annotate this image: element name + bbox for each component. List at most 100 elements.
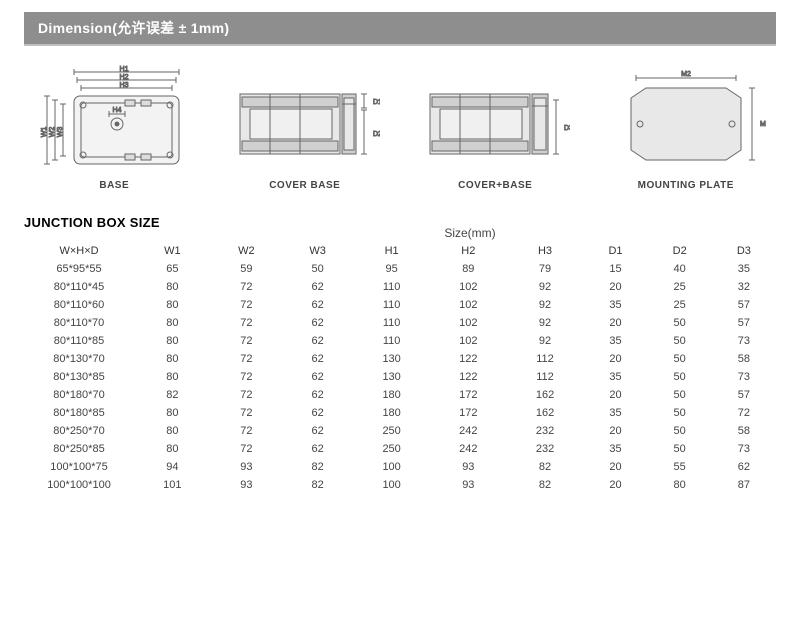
- table-cell: 62: [282, 368, 353, 386]
- table-cell: 62: [712, 458, 776, 476]
- diagram-cover-plus-base: D3 COVER+BASE: [405, 64, 586, 191]
- table-cell: 58: [712, 422, 776, 440]
- column-header: W1: [134, 242, 211, 260]
- table-cell: 25: [648, 278, 712, 296]
- diagrams-row: H1 H2 H3 W1 W2 W3: [0, 46, 800, 201]
- table-cell: 80: [134, 422, 211, 440]
- table-cell: 112: [507, 368, 584, 386]
- table-cell: 62: [282, 278, 353, 296]
- table-cell: 72: [211, 422, 282, 440]
- table-cell: 50: [648, 332, 712, 350]
- table-cell: 20: [583, 386, 647, 404]
- table-cell: 93: [430, 458, 507, 476]
- table-header-row: W×H×DW1W2W3H1H2H3D1D2D3: [24, 242, 776, 260]
- table-cell: 35: [583, 404, 647, 422]
- table-cell: 80*180*70: [24, 386, 134, 404]
- table-cell: 80: [134, 278, 211, 296]
- table-cell: 242: [430, 422, 507, 440]
- svg-text:D1: D1: [373, 99, 380, 106]
- table-cell: 110: [353, 278, 430, 296]
- table-cell: 100*100*100: [24, 476, 134, 494]
- table-row: 80*180*70827262180172162205057: [24, 386, 776, 404]
- table-cell: 250: [353, 422, 430, 440]
- junction-box-size-table: W×H×DW1W2W3H1H2H3D1D2D3 65*95*5565595095…: [24, 242, 776, 494]
- svg-text:H4: H4: [113, 107, 122, 114]
- mounting-plate-drawing: M2 M1: [606, 64, 766, 174]
- table-row: 80*180*85807262180172162355072: [24, 404, 776, 422]
- table-cell: 72: [211, 296, 282, 314]
- size-caption: Size(mm): [94, 226, 800, 240]
- table-cell: 50: [648, 440, 712, 458]
- table-cell: 112: [507, 350, 584, 368]
- table-row: 80*250*70807262250242232205058: [24, 422, 776, 440]
- table-cell: 62: [282, 422, 353, 440]
- table-cell: 180: [353, 404, 430, 422]
- svg-text:D2: D2: [373, 131, 380, 138]
- table-cell: 80*110*45: [24, 278, 134, 296]
- table-cell: 35: [583, 332, 647, 350]
- table-row: 80*250*85807262250242232355073: [24, 440, 776, 458]
- table-cell: 57: [712, 296, 776, 314]
- table-cell: 20: [583, 278, 647, 296]
- table-cell: 232: [507, 422, 584, 440]
- table-cell: 250: [353, 440, 430, 458]
- table-cell: 73: [712, 440, 776, 458]
- column-header: D1: [583, 242, 647, 260]
- table-cell: 65: [134, 260, 211, 278]
- table-cell: 110: [353, 296, 430, 314]
- diagram-label-cover-base: COVER BASE: [269, 180, 340, 191]
- table-row: 100*100*759493821009382205562: [24, 458, 776, 476]
- table-cell: 130: [353, 368, 430, 386]
- cover-plus-base-drawing: D3: [420, 64, 570, 174]
- table-cell: 35: [583, 368, 647, 386]
- table-cell: 80*250*70: [24, 422, 134, 440]
- table-cell: 93: [211, 476, 282, 494]
- table-cell: 92: [507, 296, 584, 314]
- diagram-cover-base: D1 D2 COVER BASE: [215, 64, 396, 191]
- table-cell: 80*110*70: [24, 314, 134, 332]
- table-cell: 62: [282, 296, 353, 314]
- cover-base-drawing: D1 D2: [230, 64, 380, 174]
- table-cell: 87: [712, 476, 776, 494]
- table-cell: 94: [134, 458, 211, 476]
- table-cell: 80*130*70: [24, 350, 134, 368]
- table-cell: 72: [211, 386, 282, 404]
- table-cell: 82: [282, 476, 353, 494]
- table-cell: 73: [712, 332, 776, 350]
- table-cell: 100: [353, 458, 430, 476]
- table-cell: 58: [712, 350, 776, 368]
- table-cell: 242: [430, 440, 507, 458]
- table-cell: 80*250*85: [24, 440, 134, 458]
- column-header: H1: [353, 242, 430, 260]
- table-cell: 20: [583, 314, 647, 332]
- svg-text:H2: H2: [120, 74, 129, 81]
- table-cell: 162: [507, 386, 584, 404]
- table-cell: 80: [648, 476, 712, 494]
- table-cell: 92: [507, 278, 584, 296]
- table-cell: 93: [430, 476, 507, 494]
- table-row: 80*110*8580726211010292355073: [24, 332, 776, 350]
- table-cell: 62: [282, 314, 353, 332]
- table-cell: 62: [282, 386, 353, 404]
- table-cell: 62: [282, 440, 353, 458]
- table-cell: 110: [353, 314, 430, 332]
- column-header: W2: [211, 242, 282, 260]
- table-cell: 80*180*85: [24, 404, 134, 422]
- table-cell: 72: [211, 440, 282, 458]
- diagram-base: H1 H2 H3 W1 W2 W3: [24, 64, 205, 191]
- svg-text:W2: W2: [49, 127, 56, 138]
- table-row: 80*110*7080726211010292205057: [24, 314, 776, 332]
- table-cell: 80: [134, 296, 211, 314]
- table-cell: 80: [134, 404, 211, 422]
- table-cell: 35: [583, 440, 647, 458]
- table-cell: 15: [583, 260, 647, 278]
- table-cell: 72: [211, 350, 282, 368]
- table-cell: 80: [134, 368, 211, 386]
- base-drawing: H1 H2 H3 W1 W2 W3: [39, 64, 189, 174]
- table-cell: 122: [430, 368, 507, 386]
- table-cell: 102: [430, 332, 507, 350]
- table-cell: 232: [507, 440, 584, 458]
- table-cell: 80*130*85: [24, 368, 134, 386]
- table-cell: 80*110*60: [24, 296, 134, 314]
- table-cell: 82: [507, 476, 584, 494]
